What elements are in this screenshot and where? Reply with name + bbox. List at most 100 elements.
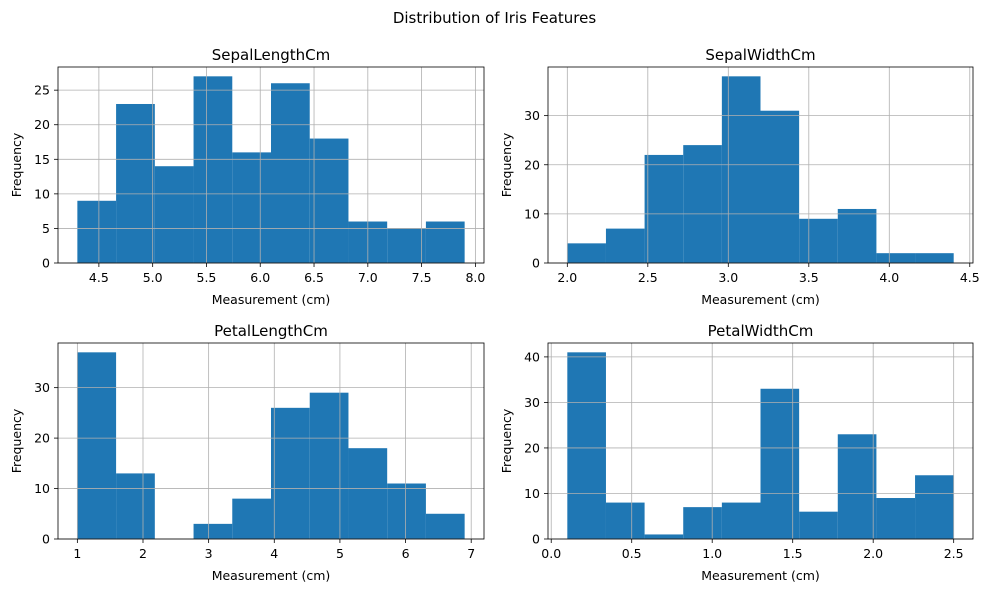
panel-sepal-length: 4.5 5.0 5.5 6.0 6.5 7.0 7.5 8.0 0 5 10 15 20 25 SepalL… bbox=[9, 46, 485, 307]
petal-length-bar-5 bbox=[232, 498, 271, 539]
sepal-width-bar-8 bbox=[837, 208, 877, 263]
sepal-width-bar-7 bbox=[799, 218, 838, 263]
sepal-length-panel-title: SepalLengthCm bbox=[212, 46, 330, 64]
petal-length-y-tick-label-2: 10 bbox=[34, 481, 50, 496]
sepal-width-x-tick-label-5: 4.0 bbox=[879, 270, 899, 285]
sepal-width-x-tick-label-1: 2.0 bbox=[557, 270, 577, 285]
sepal-length-x-tick-label-1: 4.5 bbox=[89, 270, 109, 285]
petal-width-bar-9 bbox=[876, 498, 916, 539]
sepal-length-bar-9 bbox=[387, 228, 426, 263]
petal-length-axes-frame bbox=[57, 342, 485, 540]
sepal-length-bar-10 bbox=[425, 221, 465, 263]
sepal-width-x-tick-label-3: 3.0 bbox=[718, 270, 738, 285]
petal-width-bar-5 bbox=[721, 502, 761, 539]
sepal-length-y-axis-label: Frequency bbox=[9, 132, 24, 197]
petal-width-bar-8 bbox=[837, 434, 877, 539]
petal-width-bar-4 bbox=[683, 507, 722, 539]
petal-width-bar-7 bbox=[799, 511, 838, 539]
sepal-width-y-tick-label-3: 20 bbox=[524, 157, 540, 172]
petal-width-x-tick-label-2: 0.5 bbox=[622, 546, 642, 561]
petal-length-x-tick-label-3: 3 bbox=[205, 546, 213, 561]
petal-width-y-tick-label-4: 30 bbox=[524, 395, 540, 410]
petal-width-y-tick-label-5: 40 bbox=[524, 349, 540, 364]
sepal-width-x-tick-label-4: 3.5 bbox=[799, 270, 819, 285]
petal-length-bar-9 bbox=[387, 483, 426, 539]
sepal-width-panel-title: SepalWidthCm bbox=[705, 46, 815, 64]
sepal-length-x-tick-label-5: 6.5 bbox=[304, 270, 324, 285]
petal-length-x-tick-label-5: 5 bbox=[336, 546, 344, 561]
petal-length-x-tick-label-6: 6 bbox=[402, 546, 410, 561]
petal-width-y-tick-label-1: 0 bbox=[532, 532, 540, 547]
petal-width-bar-6 bbox=[760, 388, 800, 539]
petal-length-bar-7 bbox=[309, 392, 349, 539]
sepal-length-x-tick-label-6: 7.0 bbox=[358, 270, 378, 285]
sepal-width-bar-6 bbox=[760, 110, 800, 263]
sepal-length-y-tick-label-1: 0 bbox=[42, 256, 50, 271]
petal-length-x-tick-label-2: 2 bbox=[139, 546, 147, 561]
petal-length-bar-4 bbox=[193, 523, 233, 539]
sepal-length-y-tick-label-4: 15 bbox=[34, 152, 50, 167]
petal-width-y-tick-label-2: 10 bbox=[524, 486, 540, 501]
petal-width-axes-frame bbox=[547, 342, 974, 540]
sepal-length-x-tick-label-7: 7.5 bbox=[412, 270, 432, 285]
petal-length-bar-8 bbox=[348, 448, 388, 539]
sepal-length-bar-3 bbox=[154, 166, 194, 263]
sepal-length-y-tick-label-3: 10 bbox=[34, 186, 50, 201]
sepal-width-y-axis-label: Frequency bbox=[499, 132, 514, 197]
sepal-width-x-tick-label-6: 4.5 bbox=[960, 270, 980, 285]
petal-width-x-tick-label-5: 2.0 bbox=[863, 546, 883, 561]
petal-width-x-tick-label-3: 1.0 bbox=[702, 546, 722, 561]
petal-width-bar-2 bbox=[605, 502, 645, 539]
petal-length-bar-6 bbox=[271, 407, 310, 539]
petal-width-bar-3 bbox=[644, 534, 684, 539]
sepal-length-x-tick-label-8: 8.0 bbox=[465, 270, 485, 285]
sepal-length-x-tick-label-2: 5.0 bbox=[143, 270, 163, 285]
sepal-length-y-tick-label-6: 25 bbox=[34, 83, 50, 98]
sepal-width-bar-10 bbox=[915, 253, 954, 263]
sepal-length-bar-2 bbox=[116, 103, 155, 264]
sepal-width-bar-1 bbox=[567, 243, 606, 263]
petal-width-x-tick-label-6: 2.5 bbox=[944, 546, 964, 561]
petal-width-bar-10 bbox=[915, 475, 954, 539]
sepal-width-x-tick-label-2: 2.5 bbox=[638, 270, 658, 285]
sepal-width-bar-5 bbox=[721, 76, 761, 263]
petal-length-x-tick-label-4: 4 bbox=[270, 546, 278, 561]
sepal-width-bar-4 bbox=[683, 145, 722, 263]
petal-length-x-tick-label-1: 1 bbox=[73, 546, 81, 561]
petal-width-x-tick-label-1: 0.0 bbox=[541, 546, 561, 561]
sepal-length-y-tick-label-5: 20 bbox=[34, 117, 50, 132]
sepal-length-x-tick-label-3: 5.5 bbox=[197, 270, 217, 285]
sepal-length-bar-6 bbox=[271, 83, 310, 263]
sepal-length-x-axis-label: Measurement (cm) bbox=[212, 292, 331, 307]
panel-sepal-width: 2.0 2.5 3.0 3.5 4.0 4.5 0 10 20 30 SepalWidthCm Mea… bbox=[499, 46, 980, 307]
petal-length-bar-2 bbox=[116, 473, 155, 539]
petal-width-y-axis-label: Frequency bbox=[499, 408, 514, 473]
petal-length-x-axis-label: Measurement (cm) bbox=[212, 568, 331, 583]
sepal-length-y-tick-label-2: 5 bbox=[42, 221, 50, 236]
sepal-width-y-tick-label-1: 0 bbox=[532, 256, 540, 271]
petal-length-y-axis-label: Frequency bbox=[9, 408, 24, 473]
petal-length-panel-title: PetalLengthCm bbox=[214, 322, 328, 340]
panel-petal-width: 0.0 0.5 1.0 1.5 2.0 2.5 0 10 20 30 40 PetalWidthCm M… bbox=[499, 322, 974, 583]
sepal-width-bar-9 bbox=[876, 253, 916, 263]
petal-length-bar-10 bbox=[425, 513, 465, 539]
petal-width-x-axis-label: Measurement (cm) bbox=[701, 568, 820, 583]
sepal-length-bar-1 bbox=[77, 200, 117, 263]
panel-petal-length: 1 2 3 4 5 6 7 0 10 20 30 PetalLengthCm Measurement (… bbox=[9, 322, 485, 583]
petal-length-bar-1 bbox=[77, 352, 117, 539]
sepal-length-bar-4 bbox=[193, 76, 233, 263]
petal-length-y-tick-label-3: 20 bbox=[34, 431, 50, 446]
petal-width-y-tick-label-3: 20 bbox=[524, 440, 540, 455]
petal-width-x-tick-label-4: 1.5 bbox=[783, 546, 803, 561]
sepal-width-bar-2 bbox=[605, 228, 645, 263]
sepal-width-y-tick-label-4: 30 bbox=[524, 108, 540, 123]
petal-length-x-tick-label-7: 7 bbox=[467, 546, 475, 561]
petal-width-bar-1 bbox=[567, 352, 606, 539]
sepal-width-x-axis-label: Measurement (cm) bbox=[701, 292, 820, 307]
sepal-length-axes-frame bbox=[57, 66, 485, 264]
figure-title: Distribution of Iris Features bbox=[393, 9, 597, 27]
petal-length-y-tick-label-1: 0 bbox=[42, 532, 50, 547]
petal-width-panel-title: PetalWidthCm bbox=[708, 322, 814, 340]
